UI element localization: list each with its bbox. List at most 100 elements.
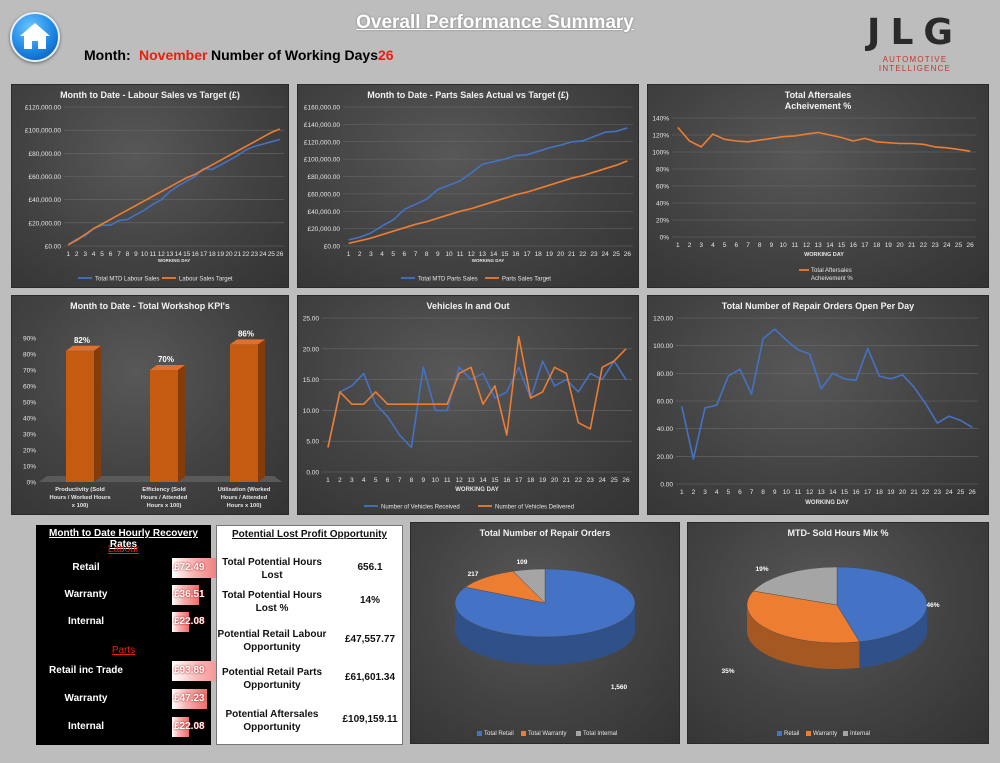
x-tick-label: 26	[622, 477, 630, 484]
x-tick-label: 21	[234, 251, 242, 258]
y-tick-label: £80,000.00	[28, 151, 61, 158]
x-tick-label: 18	[876, 489, 884, 496]
x-tick-label: 8	[761, 489, 765, 496]
y-tick-label: 20%	[23, 448, 36, 455]
vehicles-chart-panel: Vehicles In and Out 0.00 5.00 10.00 15.00 20…	[297, 295, 639, 515]
y-tick-label: 100.00	[653, 343, 673, 350]
x-tick-label: 2	[688, 242, 692, 249]
y-tick-label: 120.00	[653, 316, 673, 323]
x-tick-label: x 100)	[72, 503, 89, 509]
data-label: 19%	[755, 566, 768, 573]
recovery-value: £72.49	[174, 562, 205, 573]
x-tick-label: 17	[200, 251, 208, 258]
parts-chart-panel: Month to Date - Parts Sales Actual vs Ta…	[297, 84, 639, 288]
opportunity-value: £47,557.77	[344, 634, 396, 645]
recovery-row: Warranty £36.51	[36, 583, 211, 607]
opportunity-value: £109,159.11	[342, 714, 398, 725]
x-tick-label: Utilisation (Worked	[218, 487, 271, 493]
y-tick-label: £60,000.00	[28, 174, 61, 181]
x-tick-label: 18	[527, 477, 535, 484]
chart-title: Vehicles In and Out	[426, 301, 510, 311]
x-tick-label: 16	[503, 477, 511, 484]
series-line	[67, 128, 281, 246]
opportunity-label: Potential Retail Labour Opportunity	[217, 629, 327, 653]
bar-top	[150, 365, 185, 370]
series-line	[677, 126, 971, 152]
x-tick-label: 11	[149, 251, 156, 258]
x-tick-label: 19	[885, 242, 893, 249]
x-tick-label: 5	[391, 251, 395, 258]
pie-side	[859, 605, 927, 668]
opportunity-label: Potential Aftersales Opportunity	[225, 709, 319, 733]
y-tick-label: 50%	[23, 400, 36, 407]
x-tick-label: 19	[217, 251, 225, 258]
x-tick-label: 17	[523, 251, 531, 258]
y-tick-label: 120%	[652, 133, 669, 140]
bar	[150, 370, 178, 482]
x-tick-label: 7	[398, 477, 402, 484]
x-tick-label: 15	[491, 477, 499, 484]
recovery-label: Internal	[67, 616, 105, 627]
data-label: 46%	[926, 602, 939, 609]
month-label: Month:	[84, 47, 131, 63]
recovery-bar	[172, 689, 207, 709]
home-icon	[20, 23, 50, 49]
x-tick-label: 22	[242, 251, 250, 258]
pie-side	[455, 603, 635, 665]
x-tick-label: 13	[818, 489, 826, 496]
legend-label: Total MTD Labour Sales	[95, 277, 159, 283]
chart-title: Month to Date - Parts Sales Actual vs Ta…	[367, 90, 569, 100]
y-tick-label: 40%	[656, 201, 669, 208]
legend-swatch	[576, 731, 581, 736]
series-line	[327, 335, 627, 448]
x-tick-label: 19	[546, 251, 554, 258]
x-tick-label: 22	[579, 251, 587, 258]
x-tick-label: 11	[444, 477, 451, 484]
legend-label: Total MTD Parts Sales	[418, 277, 478, 283]
x-tick-label: 5	[100, 251, 104, 258]
y-tick-label: 0%	[27, 480, 37, 487]
kpi-chart-panel: Month to Date - Total Workshop KPI's 0% 1…	[11, 295, 289, 515]
recovery-label: Warranty	[64, 693, 108, 704]
x-tick-label: 9	[134, 251, 138, 258]
y-tick-label: £100,000.00	[304, 157, 341, 164]
x-tick-label: 12	[806, 489, 814, 496]
labour-chart: £0.00 £20,000.00 £40,000.00 £60,000.00 £80,0…	[25, 105, 284, 283]
kpi-chart: 0% 10% 20% 30% 40% 50% 60% 70% 80% 90% 82% Producti…	[23, 329, 282, 509]
bar-top	[66, 345, 101, 351]
y-tick-label: £20,000.00	[28, 220, 61, 227]
x-tick-label: 8	[425, 251, 429, 258]
home-button[interactable]	[10, 12, 60, 62]
series-line	[348, 160, 628, 245]
opportunity-value: £61,601.34	[344, 672, 396, 683]
y-tick-label: 40.00	[657, 426, 674, 433]
y-tick-label: £140,000.00	[304, 122, 341, 129]
x-tick-label: 3	[83, 251, 87, 258]
chart-title: MTD- Sold Hours Mix %	[787, 528, 889, 538]
recovery-row: Internal £22.08	[36, 715, 211, 739]
x-tick-label: 14	[826, 242, 834, 249]
legend-swatch	[477, 731, 482, 736]
x-tick-label: 23	[587, 477, 595, 484]
legend-label: Retail	[784, 731, 799, 737]
x-tick-label: 14	[490, 251, 498, 258]
y-tick-label: 30%	[23, 432, 36, 439]
x-tick-label: 15	[183, 251, 191, 258]
x-tick-label: 20	[225, 251, 233, 258]
working-days-label: Number of Working Days	[211, 47, 378, 63]
legend-label: Total Internal	[583, 731, 617, 737]
y-tick-label: £80,000.00	[307, 174, 340, 181]
y-tick-label: 60%	[656, 184, 669, 191]
y-tick-label: 15.00	[303, 377, 320, 384]
x-tick-label: 25	[957, 489, 965, 496]
x-tick-label: 13	[166, 251, 174, 258]
recovery-row: Retail inc Trade £93.89	[36, 659, 242, 683]
chart-title: Month to Date - Labour Sales vs Target (…	[60, 90, 240, 100]
aftersales-chart-panel: Total Aftersales Acheivement % 0% 20% 40% 6…	[647, 84, 989, 288]
x-tick-label: 25	[613, 251, 621, 258]
x-tick-label: 10	[783, 489, 791, 496]
y-tick-label: £0.00	[45, 244, 62, 251]
y-tick-label: 40%	[23, 416, 36, 423]
recovery-bar	[172, 585, 199, 605]
